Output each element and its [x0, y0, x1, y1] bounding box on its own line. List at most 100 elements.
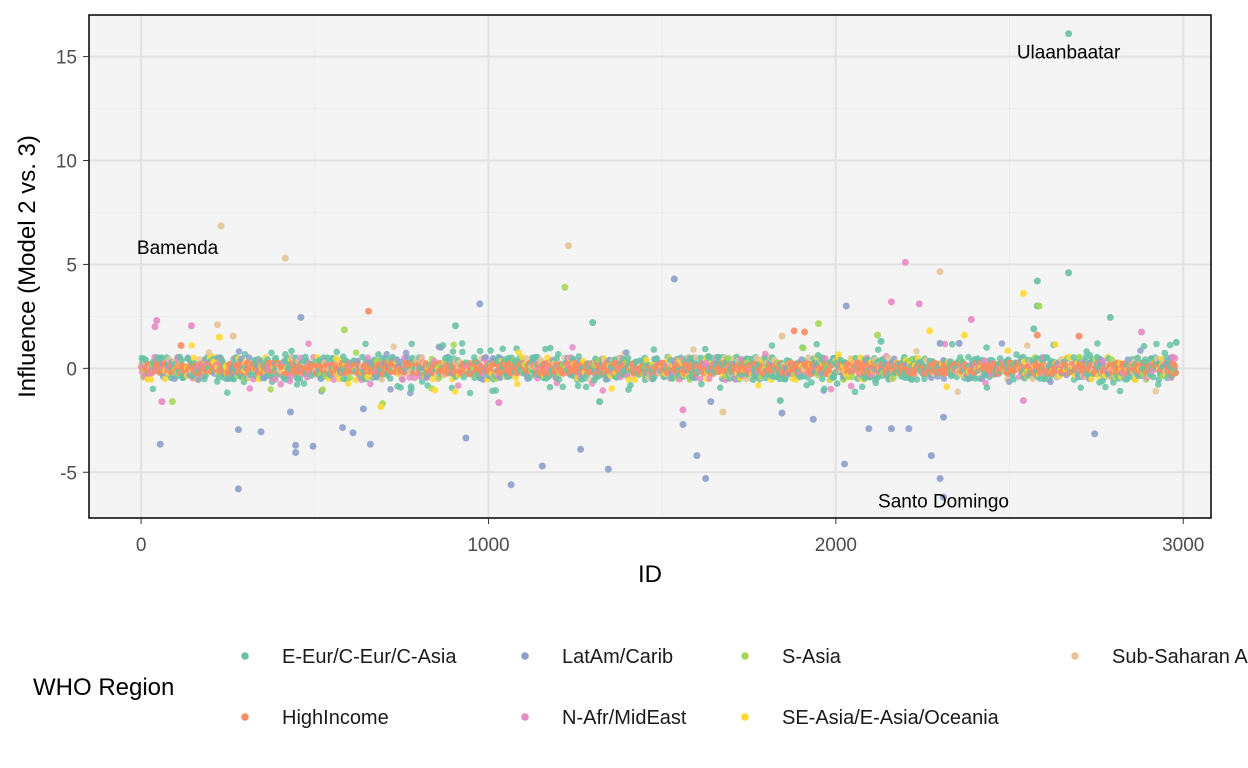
scatter-point	[679, 406, 687, 414]
scatter-point	[397, 384, 404, 391]
scatter-point	[776, 397, 784, 405]
scatter-point	[701, 345, 709, 353]
scatter-point	[418, 354, 426, 361]
scatter-point	[653, 355, 661, 362]
legend-label: SE-Asia/E-Asia/Oceania	[782, 707, 1000, 729]
legend-title: WHO Region	[33, 674, 174, 701]
scatter-point	[1065, 30, 1073, 38]
scatter-point	[555, 376, 563, 383]
scatter-point	[936, 475, 944, 483]
scatter-point	[507, 481, 515, 489]
x-axis-title: ID	[638, 561, 662, 588]
scatter-point	[790, 327, 798, 335]
scatter-point	[851, 388, 859, 396]
scatter-point	[887, 298, 895, 306]
scatter-point	[808, 379, 815, 386]
scatter-point	[940, 375, 948, 382]
y-axis-title: Influence (Model 2 vs. 3)	[14, 135, 41, 398]
scatter-point	[288, 347, 295, 355]
legend-label: S-Asia	[782, 646, 842, 668]
scatter-point	[515, 349, 522, 357]
scatter-point	[887, 425, 895, 433]
scatter-point	[801, 328, 809, 336]
scatter-point	[706, 375, 713, 382]
scatter-point	[983, 384, 991, 391]
scatter-point	[151, 323, 159, 331]
scatter-point	[849, 373, 856, 381]
scatter-point	[1033, 277, 1041, 285]
scatter-point	[366, 440, 374, 448]
scatter-point	[1124, 356, 1132, 363]
scatter-point	[913, 347, 920, 355]
scatter-point	[1088, 375, 1095, 383]
scatter-point	[960, 331, 968, 339]
scatter-point	[1019, 397, 1027, 405]
scatter-point	[390, 343, 397, 351]
scatter-point	[1134, 354, 1141, 362]
legend: E-Eur/C-Eur/C-Asia LatAm/Carib S-Asia Sub-S…	[241, 646, 1248, 729]
scatter-point	[344, 380, 352, 387]
scatter-point	[697, 375, 704, 383]
scatter-point	[755, 382, 762, 389]
scatter-point	[905, 425, 913, 433]
scatter-point	[362, 340, 369, 348]
scatter-point	[624, 354, 632, 362]
scatter-point	[162, 375, 169, 383]
scatter-point	[526, 374, 533, 382]
scatter-point	[224, 389, 231, 397]
legend-key	[521, 713, 529, 721]
scatter-point	[577, 445, 585, 453]
scatter-point	[778, 332, 786, 340]
scatter-point	[908, 376, 916, 383]
scatter-point	[650, 346, 658, 353]
bulk-points	[137, 340, 1180, 397]
scatter-point	[814, 320, 822, 328]
scatter-point	[383, 350, 391, 358]
scatter-point	[819, 375, 826, 383]
scatter-point	[1010, 376, 1017, 383]
scatter-point	[450, 341, 458, 349]
scatter-point	[333, 348, 341, 356]
scatter-point	[378, 376, 386, 383]
scatter-point	[439, 342, 447, 349]
scatter-point	[1172, 338, 1180, 346]
highlight-points	[151, 30, 1180, 501]
scatter-point	[608, 385, 616, 392]
scatter-point	[825, 367, 833, 374]
scatter-point	[913, 376, 921, 383]
scatter-point	[589, 319, 597, 327]
scatter-point	[670, 275, 678, 283]
scatter-point	[352, 349, 360, 357]
scatter-point	[858, 383, 866, 391]
scatter-point	[538, 462, 546, 470]
scatter-point	[1153, 340, 1160, 348]
scatter-point	[349, 429, 357, 437]
scatter-point	[406, 374, 413, 381]
scatter-point	[921, 375, 928, 383]
scatter-point	[305, 340, 312, 348]
scatter-point	[1033, 331, 1041, 339]
scatter-point	[495, 399, 503, 407]
scatter-point	[841, 460, 849, 468]
scatter-point	[799, 344, 807, 352]
scatter-point	[215, 333, 223, 341]
scatter-point	[643, 356, 650, 364]
scatter-point	[719, 408, 727, 416]
scatter-point	[693, 452, 701, 460]
scatter-point	[190, 354, 198, 362]
scatter-point	[418, 378, 426, 385]
scatter-point	[936, 339, 944, 347]
scatter-point	[281, 254, 289, 262]
scatter-point	[948, 340, 956, 348]
scatter-point	[1065, 269, 1073, 277]
scatter-point	[805, 354, 812, 361]
scatter-point	[1030, 325, 1038, 333]
scatter-point	[487, 347, 494, 354]
scatter-point	[408, 340, 416, 348]
scatter-point	[821, 385, 828, 393]
scatter-point	[364, 373, 371, 381]
scatter-point	[497, 374, 504, 382]
scatter-point	[296, 375, 304, 383]
scatter-point	[813, 340, 820, 348]
